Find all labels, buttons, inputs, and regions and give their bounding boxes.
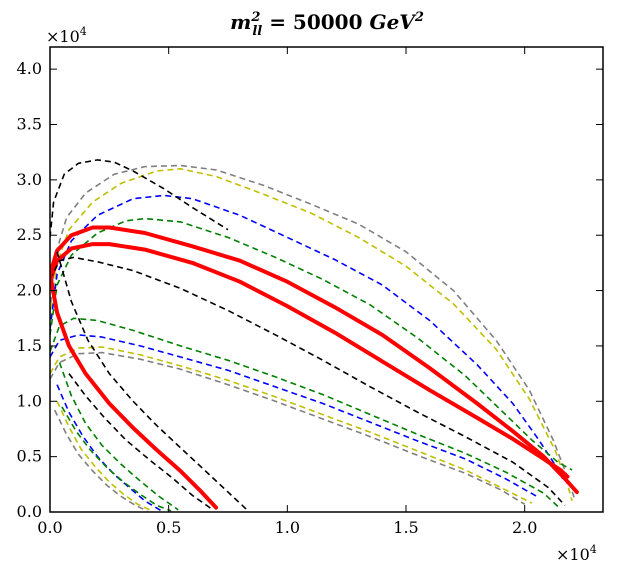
series-line-red-left [50,272,219,510]
series-line-yellow-outer [50,168,573,502]
series-line-yellow-lower [50,346,533,504]
series-line-black-left-2 [68,373,212,510]
series-line-green-lower [50,317,561,510]
x-tick-label: 2.0 [512,518,537,537]
series-line-green-left [58,362,179,511]
series-line-grey-left [53,409,148,512]
series-line-grey-lower [50,351,526,505]
plot-frame [49,46,604,513]
y-tick-label: 0.5 [17,447,42,466]
tick-labels: 0.0 0.5 1.0 1.5 2.0 0.0 0.5 1.0 1.5 2.0 2.5 3.0 3.5 4… [17,59,538,537]
y-multiplier: ×104 [46,25,87,46]
y-tick-label: 2.0 [17,281,42,300]
y-tick-label: 3.0 [17,170,42,189]
series-layer [50,159,579,512]
series-line-blue-lower [50,334,540,499]
series-line-red-inner [50,242,570,479]
series-line-green-outer [50,217,573,471]
x-tick-label: 1.5 [393,518,418,537]
y-tick-label: 1.0 [17,391,42,410]
y-tick-label: 0.0 [17,502,42,521]
x-tick-label: 1.0 [275,518,300,537]
x-tick-label: 0.0 [37,518,62,537]
chart-title: m2 ll = 50000 GeV2 [230,10,424,39]
series-line-black-left [56,251,248,511]
y-tick-label: 3.5 [17,115,42,134]
ticks-layer [49,47,603,513]
series-line-grey-outer [50,164,576,499]
series-line-yellow-left [56,400,153,512]
series-line-blue-outer [50,194,564,480]
y-tick-label: 2.5 [17,225,42,244]
x-tick-label: 0.5 [156,518,181,537]
series-line-black-top [50,159,229,238]
series-line-black-inner [50,256,566,506]
series-line-green-left-2 [61,406,172,512]
y-tick-label: 1.5 [17,336,42,355]
y-tick-label: 4.0 [17,59,42,78]
series-line-red-outer [50,225,579,495]
x-multiplier: ×104 [556,543,597,564]
